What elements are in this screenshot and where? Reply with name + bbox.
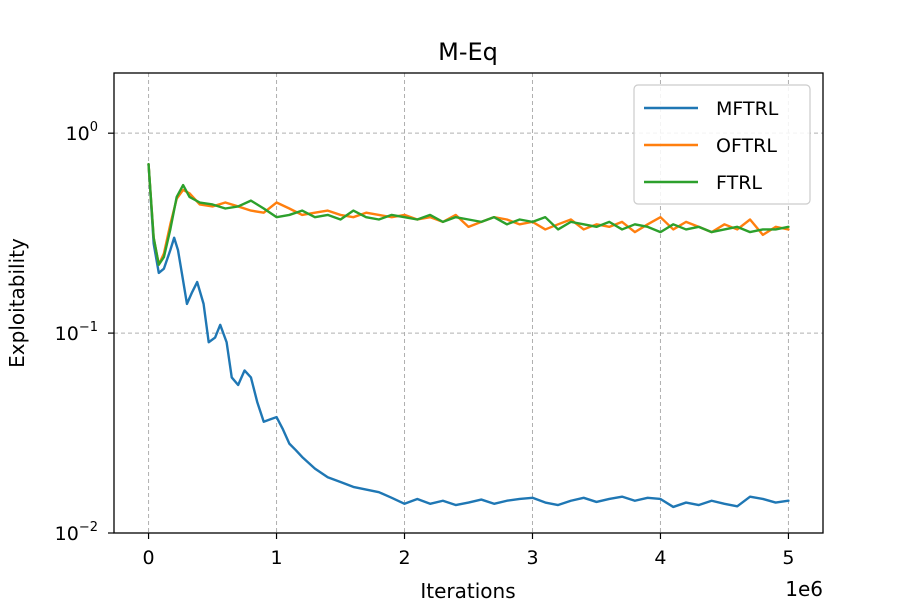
legend-label: OFTRL — [716, 135, 777, 157]
x-tick-label: 0 — [143, 547, 155, 569]
y-axis-label: Exploitability — [5, 238, 29, 368]
legend-box — [633, 84, 811, 205]
plot-frame — [113, 72, 824, 534]
x-axis-label: Iterations — [420, 579, 515, 603]
y-tick-label: 100 — [66, 120, 98, 145]
x-tick-label: 4 — [654, 547, 666, 569]
legend: MFTRL OFTRL FTRL — [633, 84, 811, 205]
series-line-mftrl — [147, 162, 790, 509]
series-line-ftrl — [147, 162, 790, 266]
y-tick-label: 10−1 — [55, 320, 98, 345]
x-tick-label: 3 — [526, 547, 538, 569]
chart-title: M-Eq — [438, 38, 498, 66]
legend-label: FTRL — [716, 172, 762, 194]
axis-ticks: 0 1 2 3 4 5 100 10−1 10−2 — [55, 120, 795, 569]
x-tick-label: 1 — [270, 547, 282, 569]
x-tick-label: 5 — [782, 547, 794, 569]
series-lines — [147, 162, 790, 509]
y-tick-label: 10−2 — [55, 520, 98, 545]
x-axis-offset-label: 1e6 — [785, 577, 823, 601]
legend-label: MFTRL — [716, 98, 779, 120]
x-tick-label: 2 — [398, 547, 410, 569]
